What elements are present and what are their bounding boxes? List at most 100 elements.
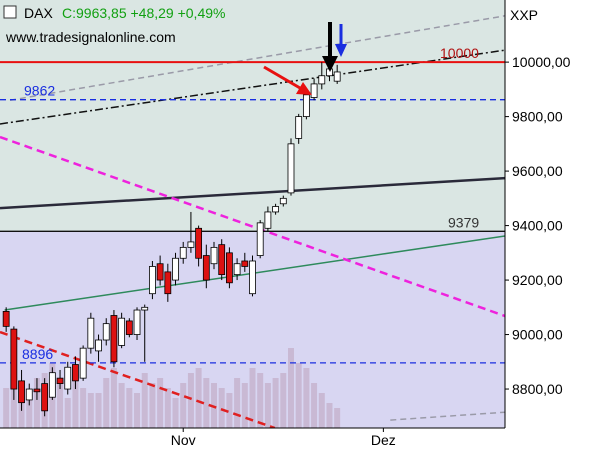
y-tick-label: 9800,00 [512, 109, 563, 125]
candle-body [41, 383, 49, 412]
volume-bar [157, 378, 164, 428]
volume-bar [303, 368, 310, 428]
volume-bar [295, 363, 302, 428]
volume-bar [264, 383, 271, 428]
candle-body [310, 83, 318, 98]
volume-bar [149, 383, 156, 428]
trend-line [0, 49, 505, 125]
candle-body [264, 211, 272, 229]
candle-body [79, 347, 87, 379]
candle-body [18, 380, 25, 404]
candle-body [149, 266, 156, 295]
checkbox-icon[interactable] [3, 5, 17, 19]
candle-body [302, 94, 310, 118]
arrow-head [335, 44, 347, 57]
candle-body [102, 323, 110, 341]
level-label: 9379 [448, 214, 479, 230]
candle-body [249, 260, 256, 295]
volume-bar [272, 378, 279, 428]
exchange-label: XXP [510, 7, 538, 23]
volume-bar [141, 373, 148, 428]
plot-area [0, 0, 505, 428]
candle-body [287, 143, 295, 194]
candle-body [56, 377, 64, 384]
level-label: 8896 [22, 346, 53, 362]
candle-body [87, 317, 95, 349]
x-tick-label: Nov [171, 432, 196, 448]
volume-bar [80, 388, 87, 428]
volume-bar [126, 388, 133, 428]
y-tick-label: 9600,00 [512, 163, 563, 179]
volume-bar [334, 408, 341, 428]
volume-bar [203, 378, 210, 428]
volume-bar [280, 373, 287, 428]
volume-bar [26, 398, 33, 428]
candle-body [226, 252, 233, 284]
candle-body [110, 315, 118, 363]
candle-body [133, 309, 141, 335]
volume-bar [226, 393, 233, 428]
candle-body [295, 116, 303, 139]
volume-bar [218, 388, 225, 428]
x-axis-area [0, 428, 505, 450]
candle-body [118, 317, 126, 346]
y-axis-area [505, 0, 595, 450]
candle-body [218, 244, 226, 276]
y-tick-label: 10000,00 [512, 54, 571, 70]
volume-bar [326, 403, 333, 428]
trend-line [0, 135, 505, 318]
volume-bar [257, 373, 264, 428]
candle-body [172, 257, 179, 281]
symbol: DAX [24, 5, 53, 21]
volume-bar [57, 383, 64, 428]
volume-bar [249, 368, 256, 428]
volume-bar [3, 388, 10, 428]
arrow [263, 65, 301, 90]
candle-body [187, 241, 195, 248]
volume-bar [234, 378, 241, 428]
trend-line [390, 411, 505, 421]
candle-body [256, 222, 264, 256]
y-tick-label: 9000,00 [512, 327, 563, 343]
candle-body [279, 197, 287, 205]
level-label: 9862 [24, 83, 55, 99]
arrow-head [296, 82, 312, 95]
overlay: DAX C:9963,85 +48,29 +0,49% www.tradesig… [3, 5, 538, 362]
volume-bar [287, 348, 294, 428]
candle-body [272, 206, 279, 213]
volume-bar [110, 368, 117, 428]
trend-line [9, 15, 505, 101]
volume-bar [95, 393, 102, 428]
level-label: 10000 [440, 45, 479, 61]
candle-body [95, 339, 102, 352]
candle-body [333, 71, 341, 82]
volume-bar [118, 383, 125, 428]
quote: C:9963,85 +48,29 +0,49% [62, 5, 225, 21]
candle-body [241, 260, 249, 267]
volume-bar [64, 398, 71, 428]
candle-body [233, 263, 241, 276]
candle-body [210, 246, 218, 265]
volume-bar [33, 378, 40, 428]
y-tick-label: 9200,00 [512, 272, 563, 288]
trend-line [0, 176, 505, 210]
volume-bar [241, 383, 248, 428]
watermark: www.tradesignalonline.com [5, 29, 176, 45]
volume-bar [172, 398, 179, 428]
volume-bar [87, 393, 94, 428]
volume-bar [72, 373, 79, 428]
y-tick-label: 9400,00 [512, 218, 563, 234]
candle-body [318, 75, 326, 85]
arrow-head [322, 56, 338, 72]
candle-body [2, 310, 10, 327]
volume-bar [311, 383, 318, 428]
trend-line [0, 330, 276, 428]
candle-body [64, 366, 72, 390]
candle-body [141, 306, 149, 311]
volume-bar [134, 393, 141, 428]
candle-body [164, 271, 172, 295]
volume-bar [103, 378, 110, 428]
volume-bar [180, 383, 187, 428]
volume-bar [164, 388, 171, 428]
